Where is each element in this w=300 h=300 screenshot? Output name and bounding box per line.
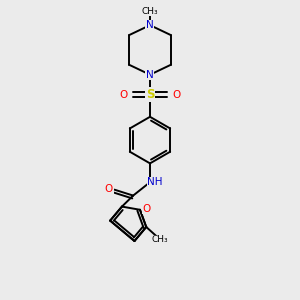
Text: O: O [172,89,181,100]
Text: NH: NH [147,177,163,187]
Text: O: O [105,184,113,194]
Text: N: N [146,70,154,80]
Text: O: O [119,89,128,100]
Text: CH₃: CH₃ [142,7,158,16]
Text: O: O [142,204,151,214]
Text: N: N [146,20,154,30]
Text: S: S [146,88,154,101]
Text: CH₃: CH₃ [152,236,168,244]
